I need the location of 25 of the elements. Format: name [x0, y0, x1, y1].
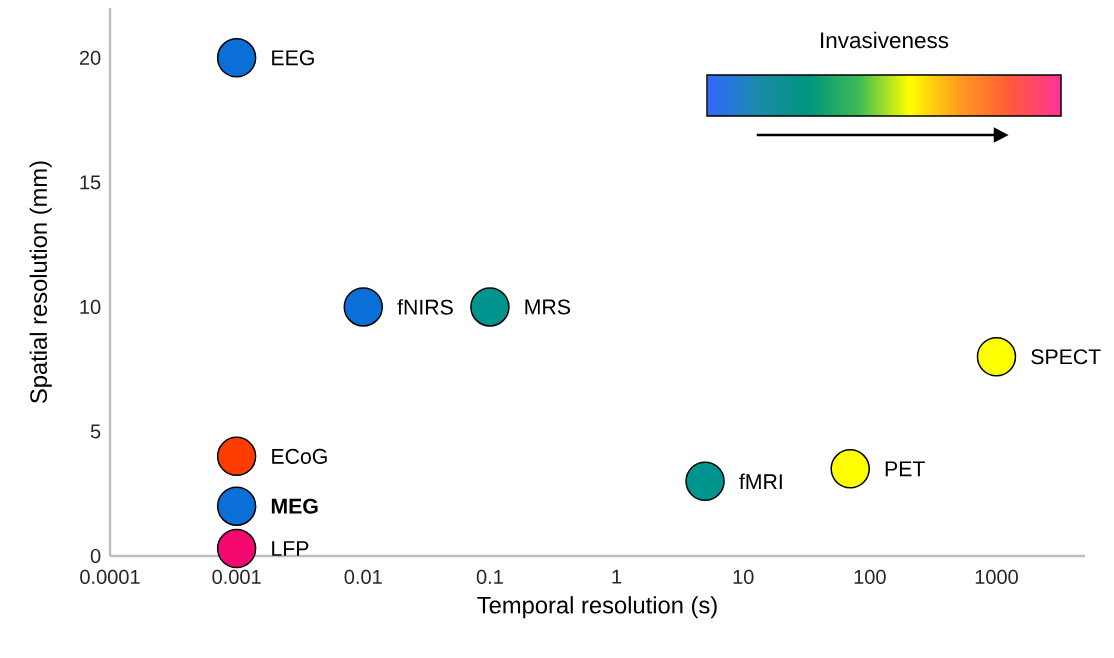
annotation: MRS: [525, 299, 570, 315]
annotation: ECoG: [272, 448, 327, 464]
x-tick-label: 0.001: [212, 569, 261, 584]
y-tick-label: 0: [90, 548, 101, 564]
x-tick-label: 0.0001: [80, 569, 140, 584]
y-tick-label: 5: [90, 424, 101, 439]
y-tick-label: 10: [80, 299, 101, 314]
x-tick-label: 100: [854, 569, 886, 584]
x-tick-label: 1000: [975, 569, 1018, 584]
annotation: SPECT: [1031, 349, 1101, 365]
annotation: fNIRS: [397, 299, 453, 315]
y-tick-label: 15: [80, 175, 101, 190]
x-tick-label: 0.1: [476, 569, 503, 584]
annotation: EEG: [272, 50, 314, 66]
x-tick-label: 1: [612, 569, 622, 584]
x-tick-label: 0.01: [344, 569, 382, 584]
annotation: MEG: [271, 498, 318, 514]
annotation: fMRI: [739, 473, 782, 489]
color-bar-title: Invasiveness: [821, 31, 949, 49]
x-tick-label: 10: [733, 569, 754, 584]
y-tick-label: 20: [79, 50, 101, 65]
annotation: PET: [885, 461, 925, 477]
x-axis-title: Temporal resolution (s): [477, 596, 717, 619]
y-axis-title: Spatial resolution (mm): [29, 161, 52, 403]
annotation: LFP: [272, 541, 309, 556]
